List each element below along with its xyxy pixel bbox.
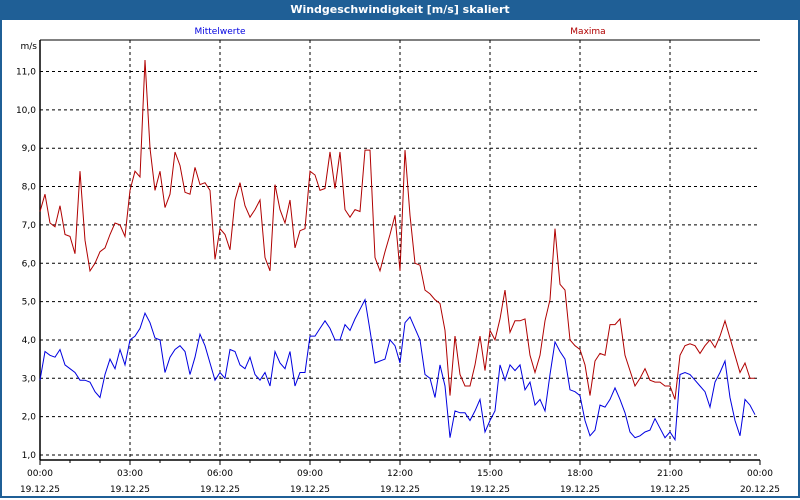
grid [40,40,760,460]
x-tick-date: 19.12.25 [290,485,330,495]
y-tick-label: 11,0 [16,68,36,78]
y-tick-label: 10,0 [16,106,36,116]
x-tick-date: 19.12.25 [380,485,420,495]
y-tick-label: 7,0 [22,221,37,231]
y-axis-label: m/s [21,42,38,52]
axes: 1,0 2,0 3,0 4,0 5,0 6,0 7,0 8,0 9,0 10,0 11,0 00:00… [16,39,780,495]
x-tick-time: 00:00 [747,469,773,479]
y-tick-label: 9,0 [22,144,37,154]
x-tick-time: 06:00 [207,469,233,479]
y-tick-label: 5,0 [22,298,37,308]
x-tick-time: 18:00 [567,469,593,479]
legend-maxima: Maxima [570,27,605,37]
x-tick-date: 19.12.25 [560,485,600,495]
x-tick-time: 15:00 [477,469,503,479]
x-tick-time: 21:00 [657,469,683,479]
y-tick-label: 6,0 [22,259,37,269]
x-tick-date: 20.12.25 [740,485,780,495]
x-tick-date: 19.12.25 [110,485,150,495]
series-line-mittelwerte [39,298,756,442]
x-tick-date: 19.12.25 [20,485,60,495]
y-tick-label: 1,0 [22,451,37,461]
y-tick-label: 4,0 [22,336,37,346]
x-tick-time: 12:00 [387,469,413,479]
y-tick-label: 2,0 [22,413,37,423]
y-tick-label: 8,0 [22,183,37,193]
legend-mittelwerte: Mittelwerte [194,27,245,37]
x-tick-date: 19.12.25 [200,485,240,495]
y-tick-label: 3,0 [22,374,37,384]
x-tick-date: 19.12.25 [650,485,690,495]
series-lines [39,59,756,442]
x-tick-time: 09:00 [297,469,323,479]
x-tick-time: 00:00 [27,469,53,479]
x-tick-time: 03:00 [117,469,143,479]
series-line-maxima [39,59,755,400]
x-tick-date: 19.12.25 [470,485,510,495]
window-title: Windgeschwindigkeit [m/s] skaliert [0,0,800,20]
